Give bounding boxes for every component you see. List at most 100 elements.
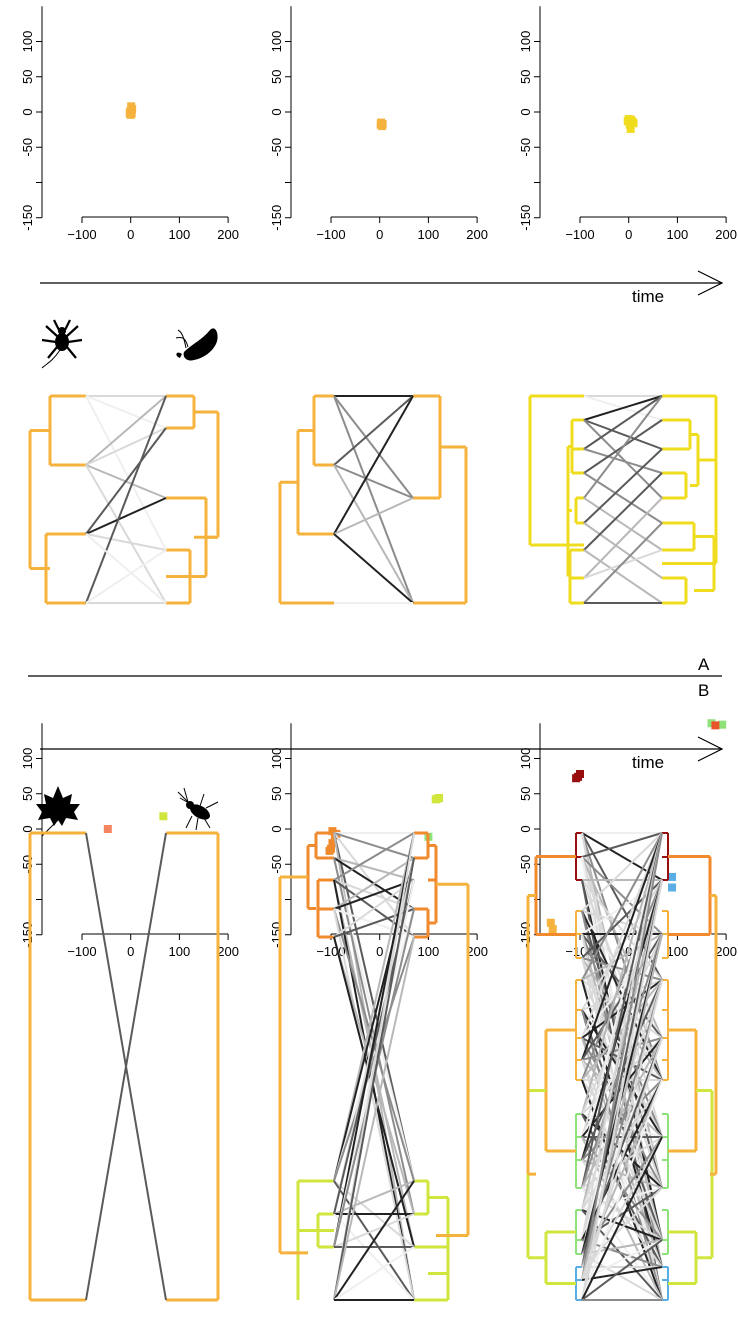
x-tick-label: 100 bbox=[169, 227, 191, 242]
x-tick-label: −100 bbox=[67, 227, 96, 242]
y-tick-label: -150 bbox=[269, 205, 284, 231]
association-link bbox=[581, 832, 663, 912]
panel-label-a: A bbox=[698, 655, 710, 674]
association-link bbox=[583, 472, 663, 524]
association-link bbox=[85, 395, 167, 429]
association-link bbox=[333, 395, 414, 499]
scatter-panels: -150 -50 0 50 100 −100 0 100 200 -150 -50 0 50 100 −10… bbox=[20, 6, 737, 959]
y-tick-label: 100 bbox=[518, 31, 533, 53]
association-link bbox=[333, 1180, 415, 1215]
association-link bbox=[581, 1187, 663, 1268]
association-link bbox=[333, 936, 415, 1301]
y-tick-label: 0 bbox=[269, 825, 284, 832]
x-tick-label: 100 bbox=[667, 944, 689, 959]
tanglegram-a-2 bbox=[278, 394, 468, 605]
data-point bbox=[574, 772, 583, 781]
association-link bbox=[85, 427, 167, 466]
tree-branch bbox=[662, 521, 696, 552]
y-tick-label: 100 bbox=[20, 31, 35, 53]
association-link bbox=[85, 533, 167, 604]
y-tick-label: 50 bbox=[20, 70, 35, 84]
association-link bbox=[581, 933, 663, 1115]
association-link bbox=[333, 879, 415, 910]
tanglegram-b-2 bbox=[278, 831, 470, 1302]
maple-leaf-icon bbox=[36, 786, 80, 837]
association-link bbox=[85, 497, 167, 535]
x-tick-label: 200 bbox=[715, 227, 737, 242]
tree-branch bbox=[526, 894, 536, 1176]
association-link bbox=[333, 857, 415, 881]
tree-branch bbox=[668, 855, 712, 936]
y-tick-label: 0 bbox=[269, 108, 284, 115]
association-link bbox=[581, 1037, 663, 1268]
tree-branch bbox=[575, 1266, 582, 1301]
x-tick-label: 0 bbox=[376, 227, 383, 242]
association-link bbox=[581, 832, 663, 1061]
association-link bbox=[85, 395, 167, 551]
association-link bbox=[583, 395, 663, 421]
tree-branch bbox=[28, 831, 86, 1302]
data-point bbox=[668, 872, 677, 881]
y-tick-label: 100 bbox=[20, 748, 35, 770]
x-tick-label: −100 bbox=[565, 227, 594, 242]
y-tick-label: -150 bbox=[20, 205, 35, 231]
data-point bbox=[711, 721, 720, 730]
tree-branch bbox=[662, 394, 718, 565]
association-link bbox=[581, 1079, 663, 1268]
tree-branch bbox=[696, 1089, 714, 1260]
panel-label-b: B bbox=[698, 681, 709, 700]
scatter-panel-b-1: -150 -50 0 50 100 −100 0 100 200 bbox=[20, 723, 239, 959]
x-tick-label: 200 bbox=[466, 227, 488, 242]
data-point bbox=[159, 812, 168, 821]
x-tick-label: 0 bbox=[127, 227, 134, 242]
association-link bbox=[85, 427, 167, 535]
tree-branch bbox=[544, 1028, 576, 1153]
association-link bbox=[581, 1136, 663, 1189]
tree-branch bbox=[278, 875, 308, 1255]
tree-branch bbox=[662, 832, 669, 881]
y-tick-label: -150 bbox=[269, 922, 284, 948]
association-link bbox=[583, 419, 663, 450]
time-arrow-b bbox=[40, 736, 724, 762]
y-tick-label: -50 bbox=[20, 138, 35, 157]
association-link bbox=[85, 533, 167, 551]
x-tick-label: −100 bbox=[316, 227, 345, 242]
association-link bbox=[583, 497, 663, 579]
tree-branch bbox=[312, 394, 334, 467]
tanglegram-a-1 bbox=[28, 394, 220, 605]
y-tick-label: 50 bbox=[269, 787, 284, 801]
tree-branch bbox=[440, 445, 468, 605]
association-link bbox=[333, 832, 415, 859]
y-tick-label: -50 bbox=[518, 138, 533, 157]
y-tick-label: 50 bbox=[20, 787, 35, 801]
tree-branch bbox=[166, 831, 220, 1302]
data-point bbox=[103, 825, 112, 833]
association-link bbox=[581, 832, 663, 1161]
tree-branch bbox=[414, 907, 430, 939]
association-link bbox=[333, 857, 415, 910]
association-link bbox=[581, 1079, 663, 1301]
x-tick-label: 200 bbox=[217, 944, 239, 959]
y-tick-label: 0 bbox=[518, 108, 533, 115]
scatter-panel-a-3: -150 -50 0 50 100 −100 0 100 200 bbox=[518, 6, 737, 242]
association-link bbox=[581, 1136, 663, 1301]
association-link bbox=[581, 1037, 663, 1189]
data-point bbox=[328, 839, 337, 848]
tree-branch bbox=[662, 910, 669, 959]
association-link bbox=[583, 522, 663, 579]
x-tick-label: 100 bbox=[169, 944, 191, 959]
association-link bbox=[85, 549, 167, 604]
x-tick-label: 0 bbox=[376, 944, 383, 959]
tree-branch bbox=[662, 1113, 669, 1189]
beetle-icon bbox=[177, 787, 219, 831]
association-link bbox=[581, 1037, 663, 1281]
tanglegram-panels bbox=[28, 394, 718, 1302]
association-link bbox=[581, 1136, 663, 1281]
tree-branch bbox=[414, 1179, 430, 1216]
association-link bbox=[581, 832, 663, 1281]
tree-branch bbox=[575, 1113, 582, 1189]
x-tick-label: −100 bbox=[67, 944, 96, 959]
association-link bbox=[581, 879, 663, 1161]
association-link bbox=[581, 1239, 663, 1301]
tree-branch bbox=[575, 910, 582, 959]
